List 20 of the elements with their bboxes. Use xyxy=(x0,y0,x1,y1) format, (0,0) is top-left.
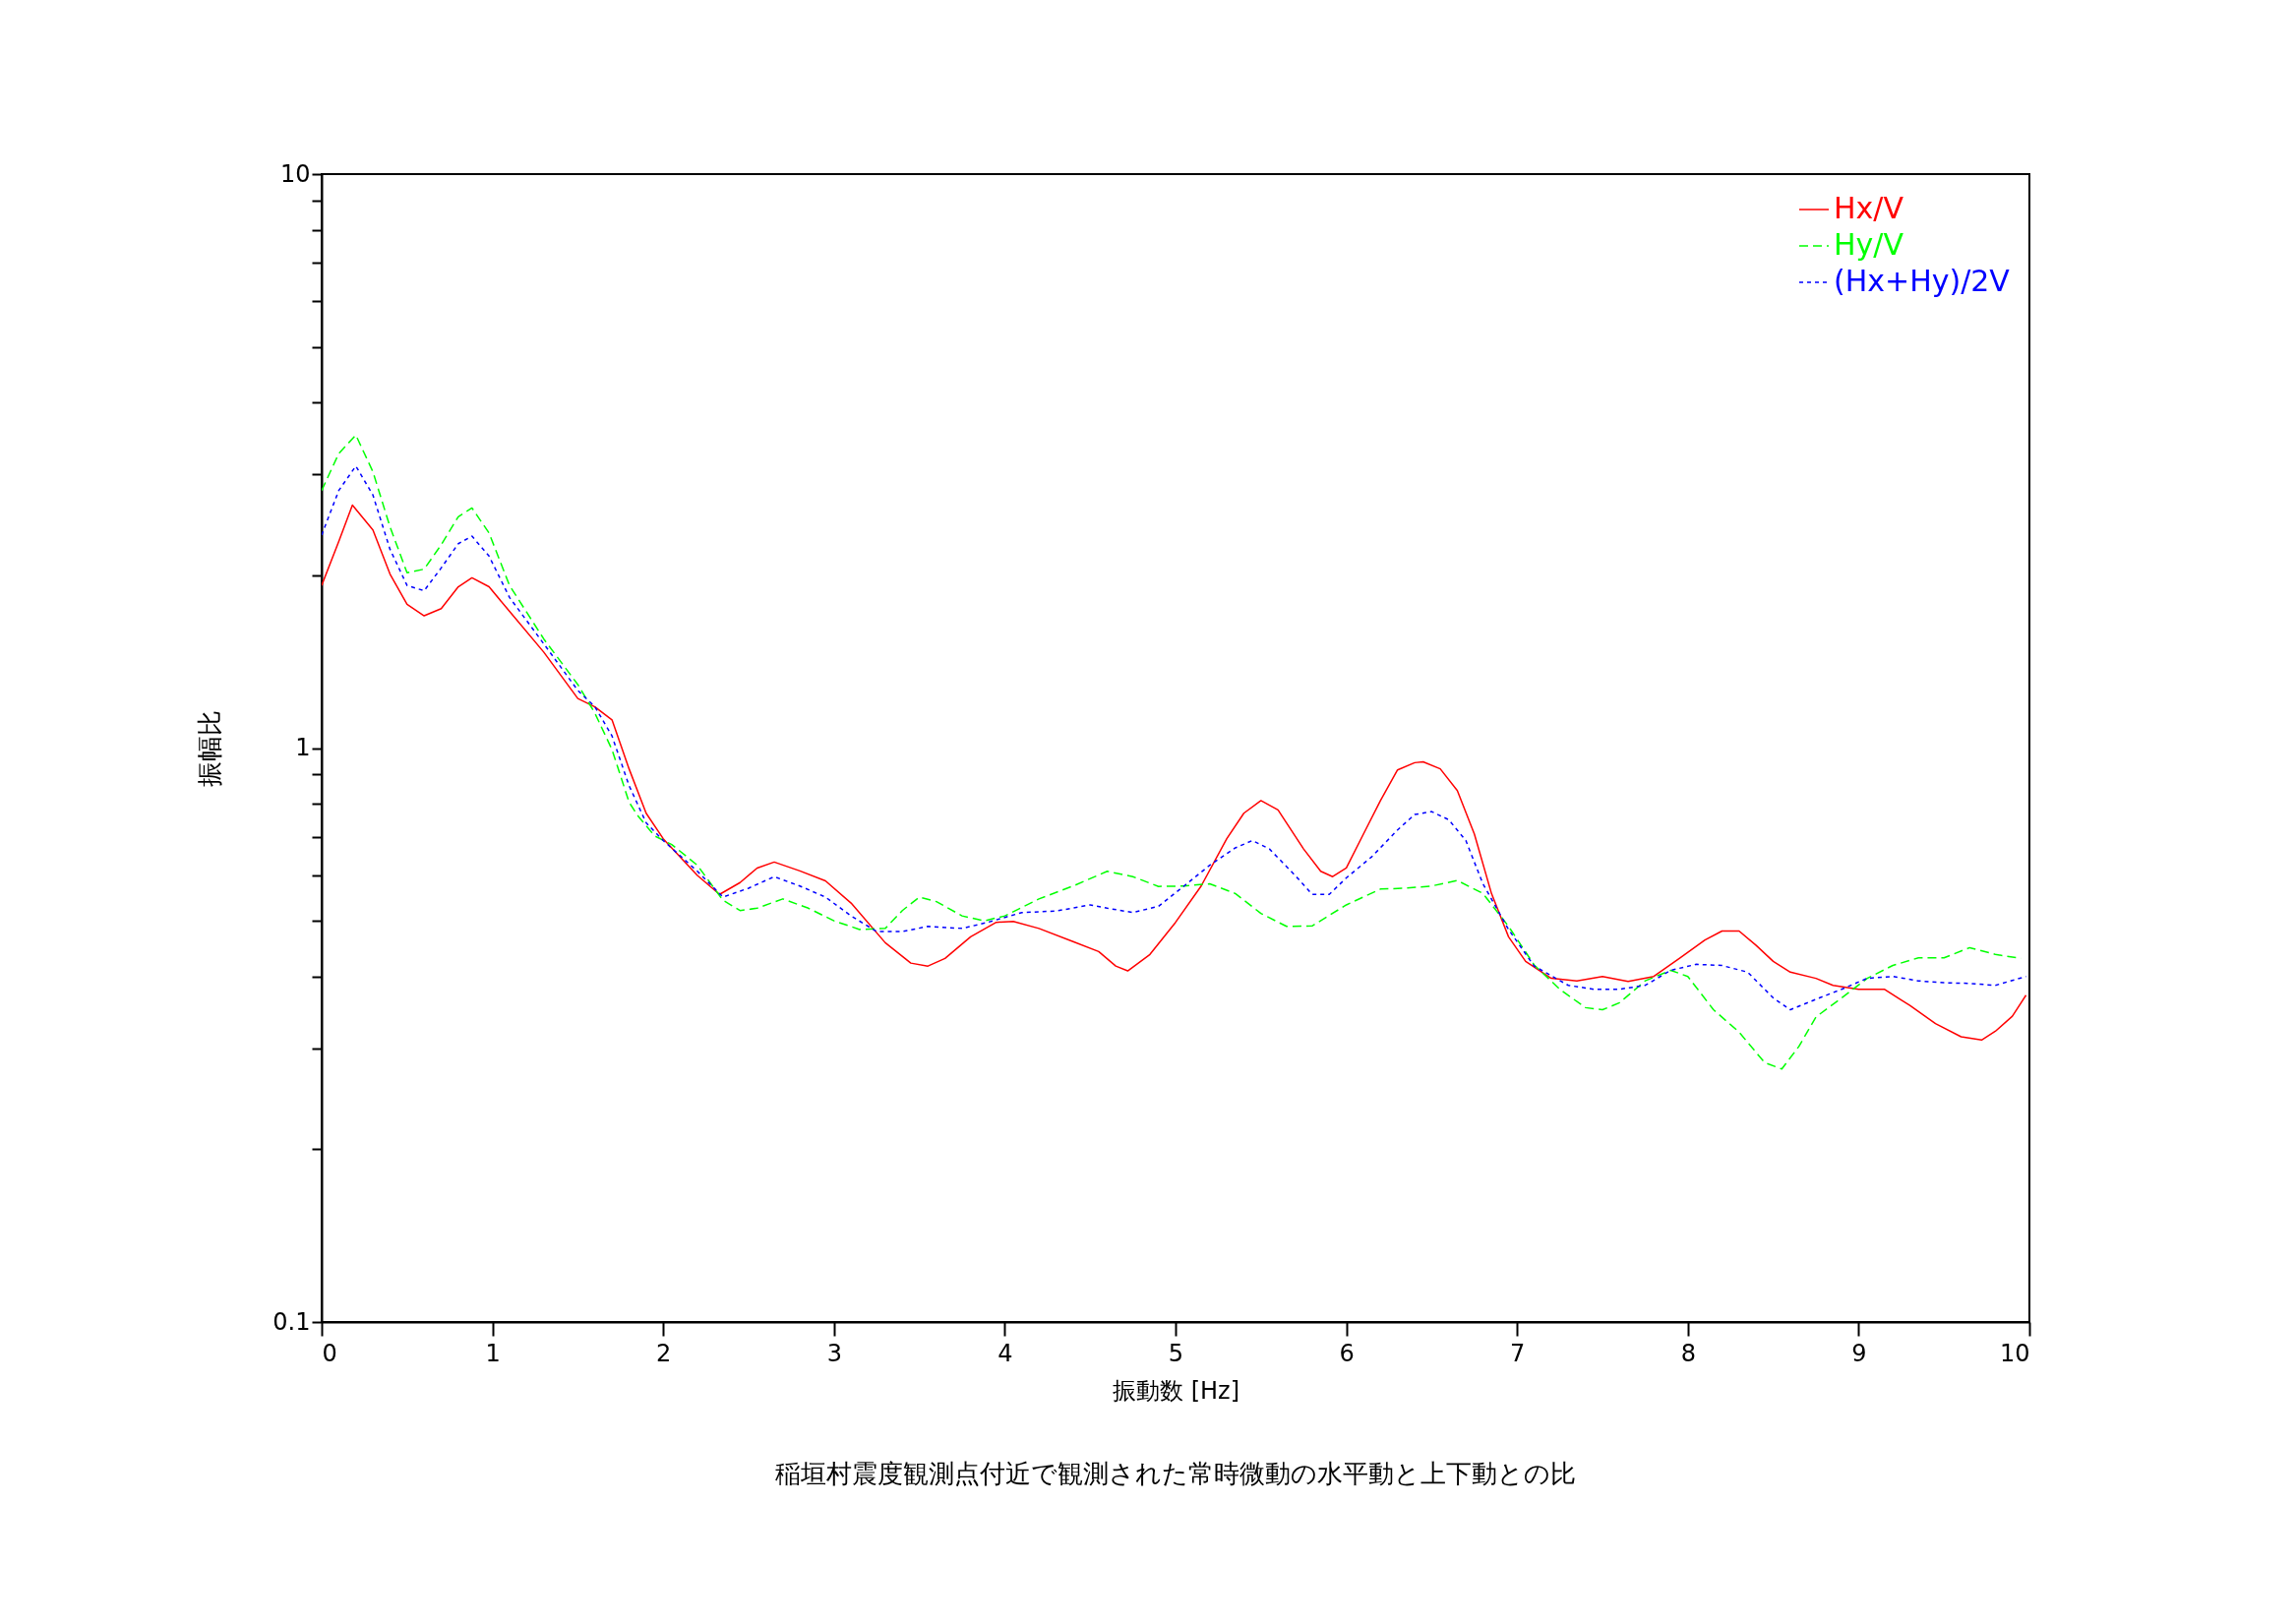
x-axis-title: 振動数 [Hz] xyxy=(1113,1376,1239,1405)
x-tick-label: 7 xyxy=(1510,1339,1526,1367)
legend-label: Hx/V xyxy=(1834,191,1904,225)
text: 稲垣村震度観測点付近で観測された常時微動の水平動と上下動との比 xyxy=(775,1459,1576,1488)
x-tick-label: 4 xyxy=(997,1339,1013,1367)
x-tick-label: 5 xyxy=(1168,1339,1184,1367)
legend-label: Hy/V xyxy=(1834,227,1904,262)
x-tick-label: 2 xyxy=(656,1339,672,1367)
y-tick-label: 1 xyxy=(295,734,311,761)
x-tick-label: 3 xyxy=(826,1339,842,1367)
y-axis-title: 振幅比 xyxy=(195,710,225,787)
x-tick-label: 10 xyxy=(1999,1339,2030,1367)
x-tick-label: 9 xyxy=(1851,1339,1867,1367)
x-tick-label: 0 xyxy=(322,1339,337,1367)
y-tick-label: 0.1 xyxy=(272,1307,311,1336)
x-tick-label: 6 xyxy=(1339,1339,1355,1367)
y-tick-label: 10 xyxy=(279,159,311,188)
x-tick-label: 8 xyxy=(1680,1339,1696,1367)
legend-label: (Hx+Hy)/2V xyxy=(1834,264,2011,298)
x-tick-label: 1 xyxy=(485,1339,501,1367)
